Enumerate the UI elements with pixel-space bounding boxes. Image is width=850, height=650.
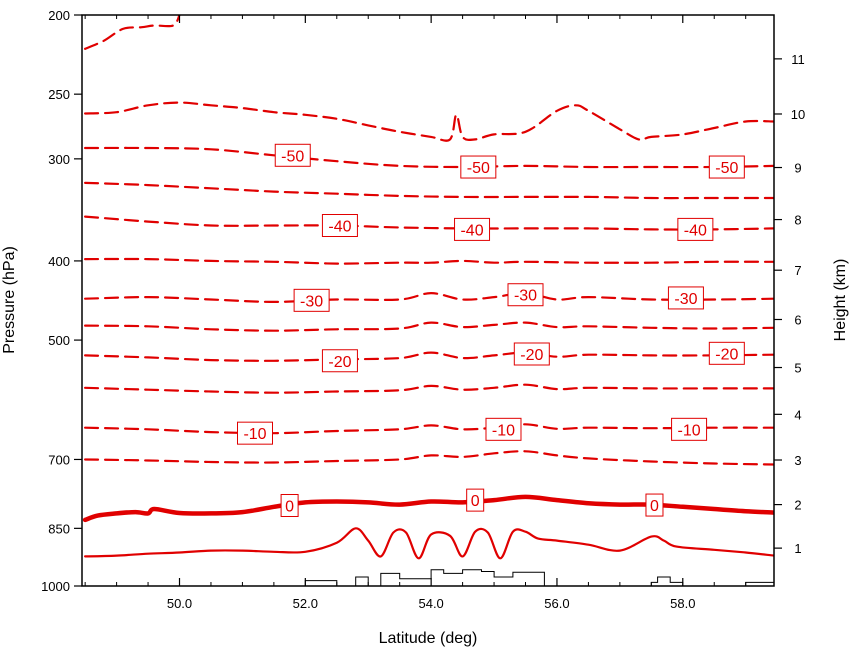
y-axis-title-right: Height (km) [832, 259, 849, 342]
y-axis-left: 200 250 300 400 500 700 850 1000 [41, 8, 82, 594]
isotherm-label: 0 [650, 498, 659, 515]
isotherm-label-box [677, 217, 714, 241]
isotherm-line [84, 257, 774, 265]
y-tick-label: 250 [48, 87, 70, 102]
y-right-tick-label: 1 [794, 541, 801, 556]
isotherm-line [84, 450, 774, 466]
isotherm-label-box [274, 143, 311, 167]
y-right-tick-label: 11 [791, 52, 805, 67]
isotherm-line [84, 321, 774, 332]
isotherm-label: -20 [520, 347, 543, 364]
x-tick-label: 56.0 [544, 596, 569, 611]
isotherm-line [84, 527, 774, 560]
isotherm-line [84, 383, 774, 394]
isotherm-line [84, 291, 774, 303]
contour-label-layer: -50 -50 -50 -40 -40 -40 -30 -30 -30 -20 -20 -20 -10 -… [237, 143, 745, 517]
isotherm-label-box [485, 417, 522, 441]
y-right-tick-label: 5 [794, 361, 801, 376]
isotherm-label: 0 [285, 498, 294, 515]
isotherm-label: -50 [281, 148, 304, 165]
x-tick-label: 58.0 [670, 596, 695, 611]
isotherm-line [84, 181, 774, 200]
isotherm-label: -50 [715, 160, 738, 177]
isotherm-label: -30 [300, 293, 323, 310]
isotherm-line [84, 215, 774, 231]
isotherm-label-box [708, 341, 745, 365]
isotherm-label: -40 [328, 219, 351, 236]
isotherm-label-box [513, 342, 550, 366]
isotherm-label-box [237, 421, 273, 445]
y-tick-label: 1000 [41, 579, 70, 594]
isotherm-label: -40 [684, 222, 707, 239]
isotherm-label-box [708, 155, 745, 179]
isotherm-line [84, 146, 774, 169]
y-right-tick-label: 6 [794, 312, 801, 327]
isotherm-line [84, 101, 774, 142]
isotherm-label-box [667, 286, 704, 310]
terrain-layer [85, 569, 774, 586]
isotherm-label-box [645, 493, 664, 517]
isotherm-label-box [321, 349, 358, 373]
isotherm-line [84, 351, 774, 362]
isotherm-label-box [293, 288, 330, 312]
isotherm-label: 0 [471, 493, 480, 510]
isotherm-label-box [280, 493, 299, 517]
isotherm-label: -40 [460, 222, 483, 239]
y-right-tick-label: 2 [794, 498, 801, 513]
y-right-tick-label: 7 [794, 263, 801, 278]
x-tick-label: 54.0 [418, 596, 443, 611]
contour-layer [82, 15, 774, 560]
x-tick-label: 52.0 [293, 596, 318, 611]
isotherm-line [84, 423, 774, 435]
isotherm-label-box [507, 283, 544, 307]
y-right-tick-label: 9 [794, 161, 801, 176]
y-tick-label: 700 [48, 452, 70, 467]
y-axis-title-left: Pressure (hPa) [1, 246, 18, 354]
y-axis-right: 1 2 3 4 5 6 7 8 9 10 11 [774, 52, 805, 556]
isotherm-label: -10 [678, 422, 701, 439]
y-tick-label: 400 [48, 254, 70, 269]
isotherm-line [84, 15, 181, 50]
y-right-tick-label: 3 [794, 453, 801, 468]
y-tick-label: 500 [48, 333, 70, 348]
isotherm-label-box [466, 488, 485, 512]
isotherm-label: -20 [328, 354, 351, 371]
isotherm-label-box [454, 217, 491, 241]
isotherm-line [82, 494, 774, 523]
y-right-tick-label: 8 [794, 213, 801, 228]
isotherm-label: -50 [467, 160, 490, 177]
terrain-line [85, 569, 774, 586]
y-right-tick-label: 10 [791, 107, 805, 122]
y-tick-label: 300 [48, 152, 70, 167]
isotherm-label: -30 [514, 288, 537, 305]
isotherm-label-box [671, 417, 708, 441]
isotherm-label-box [460, 155, 497, 179]
x-axis: 50.0 52.0 54.0 56.0 58.0 [84, 15, 747, 611]
y-tick-label: 200 [48, 8, 70, 23]
isotherm-label: -10 [243, 426, 266, 443]
isotherm-label: -30 [674, 291, 697, 308]
x-tick-label: 50.0 [167, 596, 192, 611]
isotherm-label: -10 [492, 422, 515, 439]
x-axis-title: Latitude (deg) [379, 630, 478, 647]
plot-frame [81, 14, 775, 587]
y-right-tick-label: 4 [794, 407, 801, 422]
isotherm-label-box [321, 214, 358, 238]
isotherm-label: -20 [715, 346, 738, 363]
y-tick-label: 850 [48, 521, 70, 536]
